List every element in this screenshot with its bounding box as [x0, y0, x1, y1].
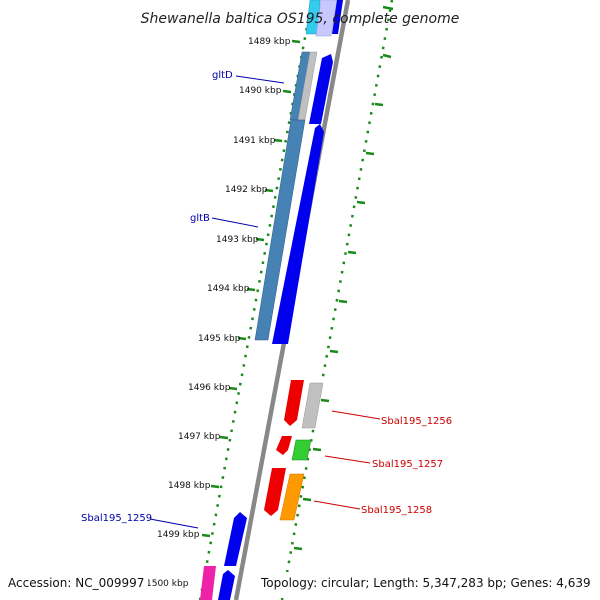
- gene-blue-arrow-1[interactable]: [309, 54, 333, 124]
- tick-label: 1497 kbp: [178, 432, 221, 442]
- gene-green[interactable]: [291, 439, 312, 461]
- tick-label: 1495 kbp: [198, 334, 241, 344]
- tick-label: 1491 kbp: [233, 136, 276, 146]
- gene-label-gltD[interactable]: gltD: [212, 70, 233, 81]
- leader-1257: [324, 455, 371, 464]
- tick-label: 1490 kbp: [239, 86, 282, 96]
- gene-blue-arrow-4[interactable]: [218, 570, 235, 600]
- leader-1259: [149, 518, 199, 529]
- gene-red-1[interactable]: [284, 380, 304, 426]
- leader-gltD: [235, 75, 285, 84]
- tick-label: 1493 kbp: [216, 235, 259, 245]
- tick-label: 1499 kbp: [157, 530, 200, 540]
- tick-labels: 1489 kbp 1490 kbp 1491 kbp 1492 kbp 1493…: [146, 37, 291, 589]
- inner-ring-right: [280, 0, 394, 600]
- tick-label: 1492 kbp: [225, 185, 268, 195]
- footer-bg-left: [0, 572, 148, 594]
- tick-label: 1500 kbp: [146, 579, 189, 589]
- gene-grey-1[interactable]: [301, 382, 324, 429]
- gene-orange[interactable]: [279, 473, 305, 521]
- gene-gltB-bar[interactable]: [254, 119, 306, 341]
- tick-label: 1496 kbp: [188, 383, 231, 393]
- gene-magenta[interactable]: [200, 566, 216, 600]
- gene-blue-arrow-2[interactable]: [272, 124, 324, 344]
- tick-label: 1498 kbp: [168, 481, 211, 491]
- leader-1258: [313, 500, 361, 510]
- footer-bg-right: [256, 572, 600, 594]
- gene-blue-arrow-3[interactable]: [224, 512, 247, 566]
- outer-ring-left: [198, 0, 314, 600]
- gene-lavender[interactable]: [315, 0, 338, 37]
- gene-label-sbal195-1259[interactable]: Sbal195_1259: [81, 513, 152, 524]
- topology-text: Topology: circular; Length: 5,347,283 bp…: [260, 576, 591, 590]
- gene-red-2[interactable]: [276, 436, 292, 455]
- inner-ring-dashes: [293, 5, 394, 551]
- map-title: Shewanella baltica OS195, complete genom…: [141, 11, 460, 27]
- tick-label: 1494 kbp: [207, 284, 250, 294]
- leader-gltB: [211, 217, 259, 228]
- gene-forward-top[interactable]: [332, 0, 343, 34]
- gene-red-3[interactable]: [264, 468, 286, 516]
- gene-label-sbal195-1257[interactable]: Sbal195_1257: [372, 459, 443, 470]
- gene-label-gltB[interactable]: gltB: [190, 213, 210, 224]
- leader-1256: [331, 410, 381, 420]
- gene-label-sbal195-1258[interactable]: Sbal195_1258: [361, 505, 432, 516]
- tick-label: 1489 kbp: [248, 37, 291, 47]
- gene-label-sbal195-1256[interactable]: Sbal195_1256: [381, 416, 452, 427]
- outer-ring-ticks: [201, 39, 301, 538]
- accession-text: Accession: NC_009997: [8, 576, 144, 590]
